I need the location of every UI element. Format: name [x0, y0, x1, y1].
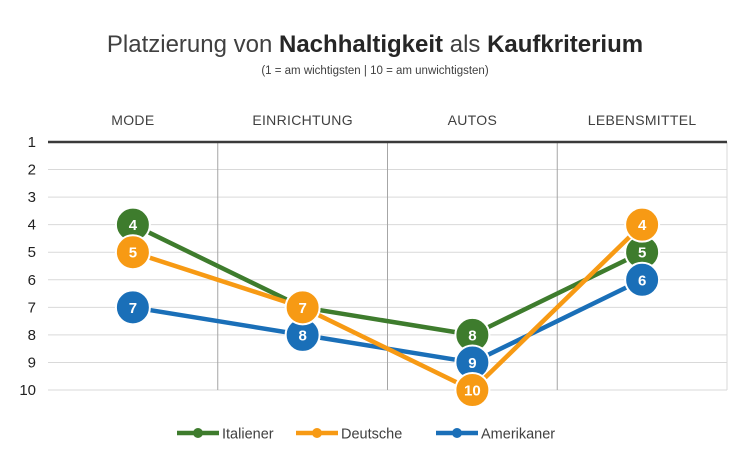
grid — [48, 140, 728, 391]
legend-swatch-marker — [452, 428, 462, 438]
y-tick-label: 10 — [19, 382, 36, 399]
title-part-3: Kaufkriterium — [487, 31, 643, 58]
data-point — [624, 261, 661, 298]
data-point — [114, 289, 151, 326]
title-part-2: als — [443, 31, 487, 58]
data-point — [284, 289, 321, 326]
category-label: LEBENSMITTEL — [588, 112, 697, 128]
legend-item-italiener: Italiener — [177, 427, 274, 443]
title-part-0: Platzierung von — [107, 31, 279, 58]
data-label: 4 — [638, 217, 647, 234]
y-tick-label: 1 — [28, 134, 36, 151]
data-label: 4 — [129, 217, 138, 234]
y-tick-label: 9 — [28, 354, 36, 371]
data-label: 8 — [298, 327, 306, 344]
title-part-1: Nachhaltigkeit — [279, 31, 443, 58]
series-group: 4 7 8 5 7 8 9 65 7 10 4 — [114, 206, 661, 408]
chart-title: Platzierung von Nachhaltigkeit als Kaufk… — [107, 31, 643, 58]
data-label: 7 — [129, 300, 137, 317]
series-deutsche: 5 7 10 4 — [114, 206, 661, 408]
legend: Italiener Deutsche Amerikaner — [177, 427, 555, 443]
data-point — [114, 234, 151, 271]
data-label: 8 — [468, 327, 476, 344]
data-label: 6 — [638, 272, 646, 289]
data-label: 10 — [464, 383, 481, 400]
y-tick-label: 2 — [28, 162, 36, 179]
data-label: 5 — [638, 245, 646, 262]
legend-item-amerikaner: Amerikaner — [436, 427, 555, 443]
legend-swatch-marker — [193, 428, 203, 438]
series-line — [130, 222, 645, 338]
category-label: EINRICHTUNG — [252, 112, 353, 128]
y-tick-label: 4 — [28, 217, 36, 234]
y-tick-label: 7 — [28, 299, 36, 316]
chart-subtitle: (1 = am wichtigsten | 10 = am unwichtigs… — [261, 65, 489, 77]
y-tick-label: 6 — [28, 272, 36, 289]
data-label: 7 — [298, 300, 306, 317]
series-line — [130, 222, 645, 393]
legend-item-deutsche: Deutsche — [296, 427, 402, 443]
y-tick-label: 5 — [28, 244, 36, 261]
legend-label: Italiener — [222, 427, 274, 443]
data-point — [454, 372, 491, 408]
category-labels: MODE EINRICHTUNG AUTOS LEBENSMITTEL — [111, 112, 696, 128]
y-axis-ticks: 1 2 3 4 5 6 7 8 9 10 — [19, 134, 36, 399]
legend-label: Amerikaner — [481, 427, 555, 443]
legend-label: Deutsche — [341, 427, 402, 443]
data-point — [624, 206, 661, 243]
y-tick-label: 8 — [28, 327, 36, 344]
data-label: 5 — [129, 245, 137, 262]
category-label: AUTOS — [448, 112, 497, 128]
category-label: MODE — [111, 112, 154, 128]
y-tick-label: 3 — [28, 189, 36, 206]
legend-swatch-marker — [312, 428, 322, 438]
data-label: 9 — [468, 355, 476, 372]
